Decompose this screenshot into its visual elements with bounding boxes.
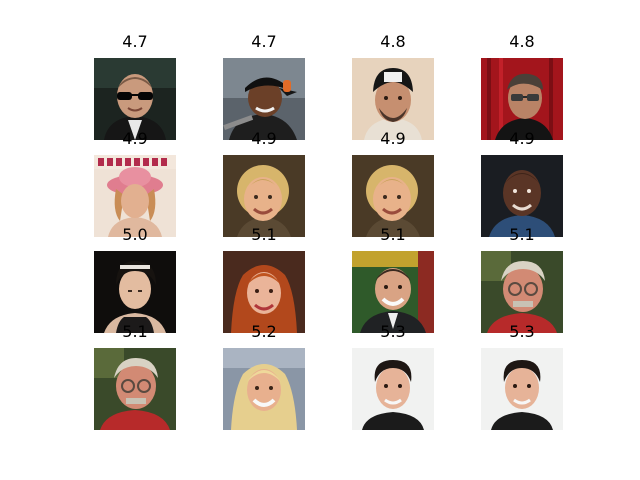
score-label: 5.0 [122,225,148,244]
score-label: 5.2 [251,322,277,341]
face-thumbnail [94,348,176,430]
blonde-woman-face-image [223,348,305,430]
woman-looking-down-face-image [94,251,176,333]
face-thumbnail [223,155,305,237]
score-label: 4.8 [509,32,535,51]
score-label: 4.7 [122,32,148,51]
man-in-suit-face-image [352,251,434,333]
elderly-man-with-glasses-face-image [94,348,176,430]
face-thumbnail [94,155,176,237]
score-label: 4.9 [509,129,535,148]
elderly-man-with-glasses-face-image [481,251,563,333]
score-label: 4.8 [380,32,406,51]
face-thumbnail [352,348,434,430]
score-label: 5.3 [380,322,406,341]
face-thumbnail [94,251,176,333]
man-with-cap-face-image [352,58,434,140]
face-thumbnail [481,348,563,430]
score-label: 4.9 [122,129,148,148]
face-thumbnail [94,58,176,140]
score-label: 4.9 [251,129,277,148]
red-haired-woman-face-image [223,251,305,333]
man-with-sunglasses-face-image [94,58,176,140]
face-thumbnail [223,251,305,333]
face-thumbnail [352,155,434,237]
face-thumbnail [352,251,434,333]
score-label: 5.1 [509,225,535,244]
face-thumbnail [481,251,563,333]
bald-man-face-image [481,155,563,237]
young-man-face-image [481,348,563,430]
face-thumbnail [481,58,563,140]
score-label: 4.7 [251,32,277,51]
face-thumbnail [481,155,563,237]
young-man-face-image [352,348,434,430]
man-with-sunglasses-red-curtain-face-image [481,58,563,140]
score-label: 5.1 [251,225,277,244]
face-thumbnail [352,58,434,140]
face-thumbnail [223,348,305,430]
smiling-woman-face-image [223,155,305,237]
face-thumbnail [223,58,305,140]
score-label: 5.1 [122,322,148,341]
score-label: 5.1 [380,225,406,244]
baseball-player-face-image [223,58,305,140]
smiling-woman-face-image [352,155,434,237]
score-label: 4.9 [380,129,406,148]
woman-with-pink-hat-face-image [94,155,176,237]
score-label: 5.3 [509,322,535,341]
